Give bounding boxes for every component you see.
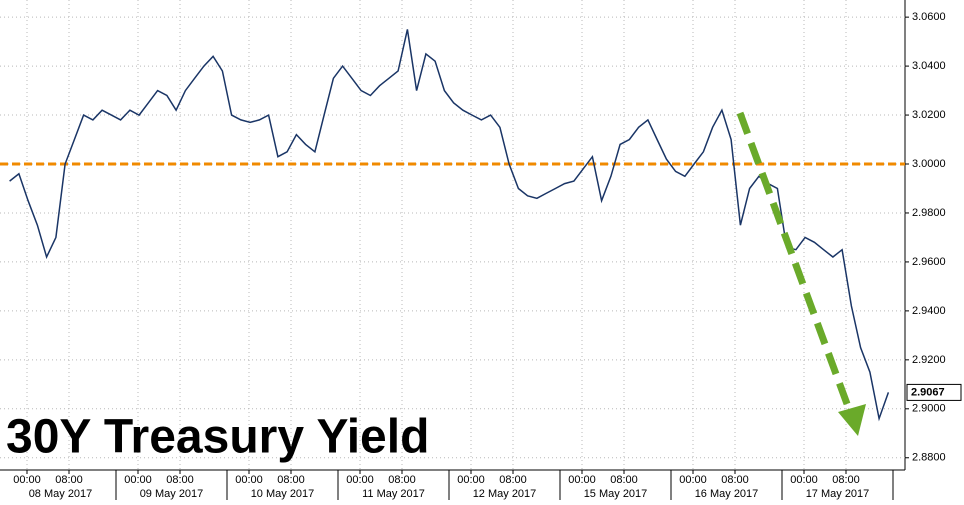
- plot: [0, 0, 905, 470]
- arrow-head: [838, 404, 866, 436]
- x-tick-label: 08:00: [388, 474, 416, 486]
- x-tick-label: 08:00: [832, 474, 860, 486]
- x-date-label: 15 May 2017: [584, 488, 648, 500]
- x-date-label: 12 May 2017: [473, 488, 537, 500]
- y-tick-label: 2.9600: [912, 256, 946, 268]
- y-tick-label: 2.9800: [912, 207, 946, 219]
- x-date-label: 17 May 2017: [806, 488, 870, 500]
- y-tick-label: 3.0600: [912, 11, 946, 23]
- x-tick-label: 00:00: [568, 474, 596, 486]
- x-tick-label: 08:00: [499, 474, 527, 486]
- x-tick-label: 08:00: [721, 474, 749, 486]
- last-value-box: [906, 383, 962, 401]
- arrow-shaft: [736, 111, 854, 414]
- chart-title: 30Y Treasury Yield: [6, 411, 429, 464]
- x-tick-label: 08:00: [55, 474, 83, 486]
- x-tick-label: 00:00: [124, 474, 152, 486]
- y-tick-label: 2.8800: [912, 452, 946, 464]
- trend-arrow: [736, 111, 866, 436]
- y-tick-label: 2.9000: [912, 403, 946, 415]
- x-tick-label: 08:00: [166, 474, 194, 486]
- x-tick-label: 00:00: [13, 474, 41, 486]
- x-tick-label: 08:00: [277, 474, 305, 486]
- x-date-label: 11 May 2017: [362, 488, 425, 500]
- x-date-label: 08 May 2017: [29, 488, 93, 500]
- x-date-label: 16 May 2017: [695, 488, 759, 500]
- x-tick-label: 00:00: [346, 474, 374, 486]
- x-date-label: 09 May 2017: [140, 488, 204, 500]
- x-tick-label: 08:00: [610, 474, 638, 486]
- price-line: [9, 29, 890, 422]
- y-tick-label: 3.0000: [912, 158, 946, 170]
- x-tick-label: 00:00: [235, 474, 263, 486]
- x-tick-label: 00:00: [679, 474, 707, 486]
- x-tick-label: 00:00: [457, 474, 485, 486]
- y-tick-label: 3.0200: [912, 109, 946, 121]
- y-tick-label: 3.0400: [912, 60, 946, 72]
- last-value-label: 2.9067: [911, 386, 945, 398]
- x-tick-label: 00:00: [790, 474, 818, 486]
- y-tick-label: 2.9200: [912, 354, 946, 366]
- y-tick-label: 2.9400: [912, 305, 946, 317]
- x-date-label: 10 May 2017: [251, 488, 315, 500]
